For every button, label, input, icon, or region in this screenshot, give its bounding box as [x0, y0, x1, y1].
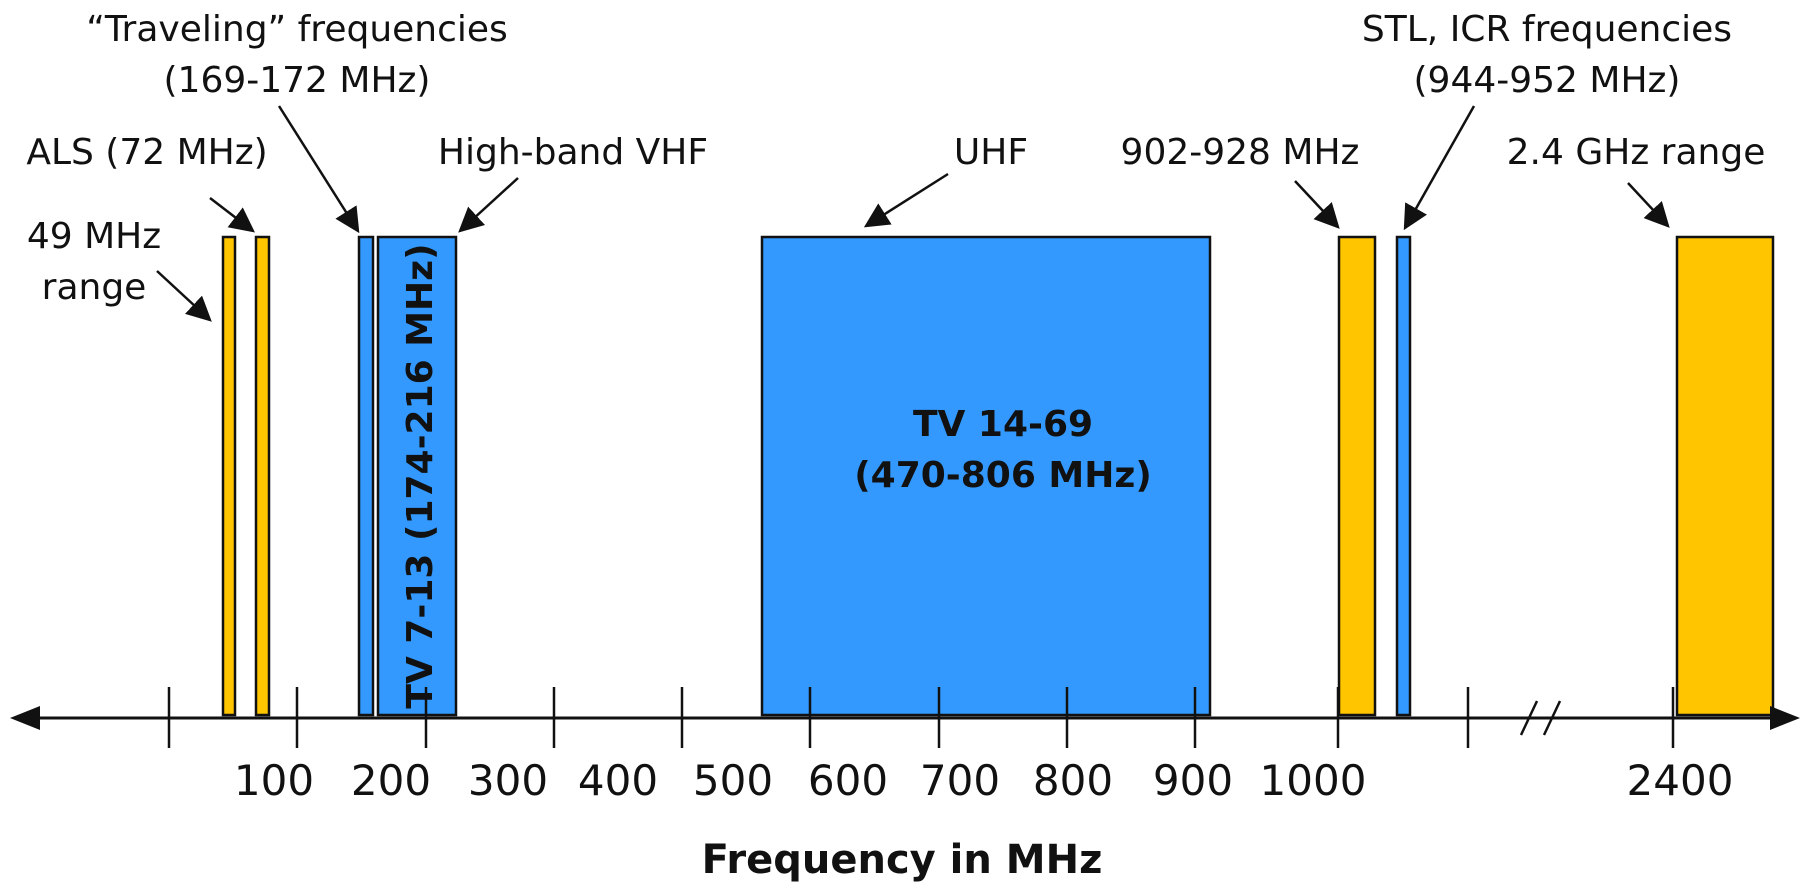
als-label: ALS (72 MHz) [26, 132, 267, 173]
tick-label-400: 400 [578, 756, 658, 805]
arrow-49mhz [156, 270, 212, 322]
band-als-72mhz [254, 235, 271, 717]
arrow-902-928 [1294, 180, 1340, 229]
axis-break-marker [1519, 700, 1562, 736]
arrow-traveling [277, 105, 360, 234]
band-2-4ghz [1675, 235, 1775, 717]
tick-label-1000: 1000 [1260, 756, 1367, 805]
axis-arrow-right [1770, 706, 1800, 730]
pointer-arrows [156, 105, 1670, 322]
band-49mhz [221, 235, 237, 717]
arrow-als [209, 197, 255, 233]
band-902-928 [1337, 235, 1377, 717]
band-tv-14-69 [760, 235, 1212, 717]
tick-label-800: 800 [1033, 756, 1113, 805]
high-band-vhf-label: High-band VHF [438, 132, 708, 173]
band-stl-icr [1395, 235, 1412, 717]
x-axis-label: Frequency in MHz [702, 837, 1103, 883]
axis-arrow-left [10, 706, 40, 730]
stl-icr-label-line2: (944-952 MHz) [1414, 60, 1681, 101]
tick-label-600: 600 [808, 756, 888, 805]
tick-label-2400: 2400 [1627, 756, 1734, 805]
axis-break-slash-2 [1542, 700, 1562, 736]
arrow-high-band-vhf [458, 177, 519, 233]
arrow-uhf [863, 172, 949, 228]
arrow-2-4ghz [1627, 182, 1670, 228]
tv-7-13-label: TV 7-13 (174-216 MHz) [400, 243, 441, 708]
mhz49-label-line2: range [42, 267, 147, 308]
tv-14-69-label-line1: TV 14-69 [913, 404, 1093, 445]
tick-label-100: 100 [234, 756, 314, 805]
band-tv-7-13 [376, 235, 458, 717]
tick-label-300: 300 [468, 756, 548, 805]
uhf-label: UHF [954, 132, 1028, 173]
ghz-2-4-label: 2.4 GHz range [1507, 132, 1766, 173]
arrow-stl-icr [1403, 105, 1476, 231]
stl-icr-label-line1: STL, ICR frequencies [1362, 9, 1732, 50]
mhz49-label-line1: 49 MHz [27, 216, 161, 257]
tick-label-900: 900 [1153, 756, 1233, 805]
traveling-label-line1: “Traveling” frequencies [86, 9, 508, 50]
tick-label-700: 700 [920, 756, 1000, 805]
axis-ticks [167, 687, 1675, 748]
axis-break-slash-1 [1519, 700, 1539, 736]
tick-label-200: 200 [351, 756, 431, 805]
traveling-label-line2: (169-172 MHz) [164, 60, 431, 101]
tick-label-500: 500 [693, 756, 773, 805]
tv-14-69-label-line2: (470-806 MHz) [854, 455, 1152, 496]
band-902-928-label: 902-928 MHz [1121, 132, 1360, 173]
band-traveling [357, 235, 375, 717]
